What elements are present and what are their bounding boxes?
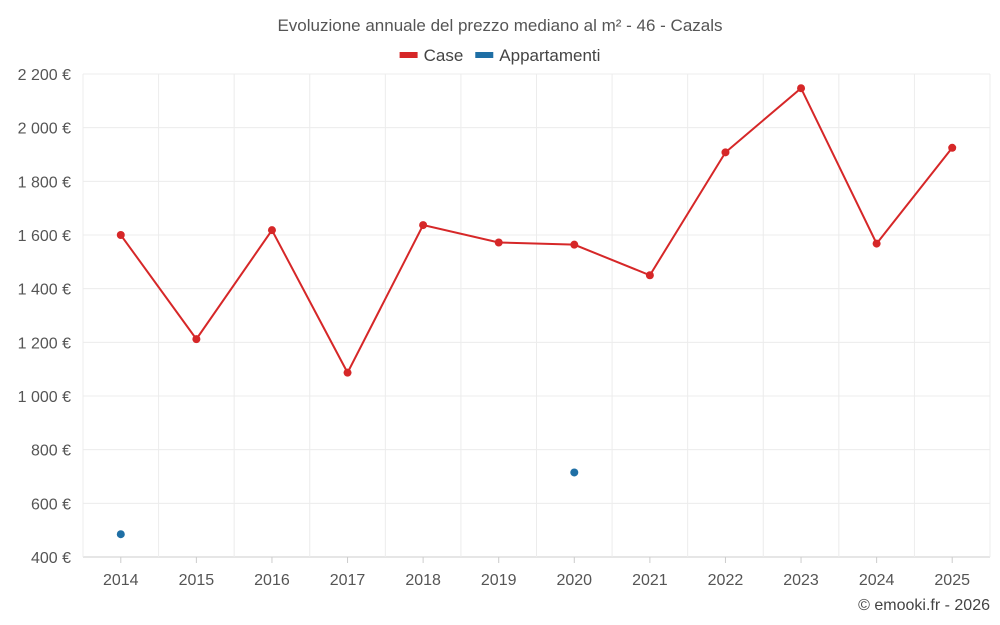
data-point[interactable] xyxy=(116,530,125,539)
data-point[interactable] xyxy=(192,335,201,344)
legend-item-1[interactable]: Appartamenti xyxy=(475,46,600,65)
chart-title: Evoluzione annuale del prezzo mediano al… xyxy=(277,16,722,35)
x-tick-label: 2017 xyxy=(330,572,366,589)
data-point[interactable] xyxy=(116,231,125,239)
legend-label: Case xyxy=(424,46,464,65)
x-tick-label: 2025 xyxy=(934,572,970,589)
legend[interactable]: Case Appartamenti xyxy=(399,46,601,65)
grid xyxy=(82,73,991,558)
series-layer xyxy=(116,84,957,539)
data-point[interactable] xyxy=(721,148,730,157)
legend-swatch xyxy=(399,52,418,58)
data-point[interactable] xyxy=(570,468,579,477)
x-tick-label: 2014 xyxy=(103,572,139,589)
x-tick-label: 2020 xyxy=(556,572,592,589)
x-tick-label: 2018 xyxy=(405,572,441,589)
y-tick-label: 1 800 € xyxy=(18,174,71,191)
y-tick-label: 1 000 € xyxy=(18,389,71,406)
data-point[interactable] xyxy=(570,240,579,249)
x-tick-label: 2015 xyxy=(179,572,215,589)
data-point[interactable] xyxy=(494,238,503,247)
y-tick-label: 600 € xyxy=(31,496,71,513)
data-point[interactable] xyxy=(419,221,428,230)
y-tick-label: 1 400 € xyxy=(18,282,71,299)
series-0 xyxy=(116,84,957,377)
x-tick-label: 2016 xyxy=(254,572,290,589)
legend-label: Appartamenti xyxy=(499,46,600,65)
x-tick-label: 2022 xyxy=(708,572,744,589)
data-point[interactable] xyxy=(343,368,352,377)
data-point[interactable] xyxy=(645,271,654,280)
x-tick-label: 2019 xyxy=(481,572,517,589)
y-axis: 400 € 600 € 800 € 1 000 € 1 200 € 1 400 € 1 60… xyxy=(18,67,71,567)
y-tick-label: 1 600 € xyxy=(18,228,71,245)
data-point[interactable] xyxy=(948,143,957,152)
y-tick-label: 2 000 € xyxy=(18,121,71,138)
y-tick-label: 400 € xyxy=(31,550,71,567)
x-tick-label: 2021 xyxy=(632,572,668,589)
y-tick-label: 1 200 € xyxy=(18,335,71,352)
x-tick-label: 2024 xyxy=(859,572,895,589)
data-point[interactable] xyxy=(267,226,276,235)
credit: © emooki.fr - 2026 xyxy=(858,597,990,614)
y-tick-label: 800 € xyxy=(31,443,71,460)
x-axis: 2014 2015 2016 2017 2018 2019 2020 2021 2022 2023… xyxy=(103,557,970,589)
data-point[interactable] xyxy=(872,239,881,248)
data-point[interactable] xyxy=(797,84,806,93)
legend-item-0[interactable]: Case xyxy=(399,46,464,65)
legend-swatch xyxy=(475,52,494,58)
y-tick-label: 2 200 € xyxy=(18,67,71,84)
series-line xyxy=(119,86,953,375)
x-tick-label: 2023 xyxy=(783,572,819,589)
series-1 xyxy=(116,468,579,539)
